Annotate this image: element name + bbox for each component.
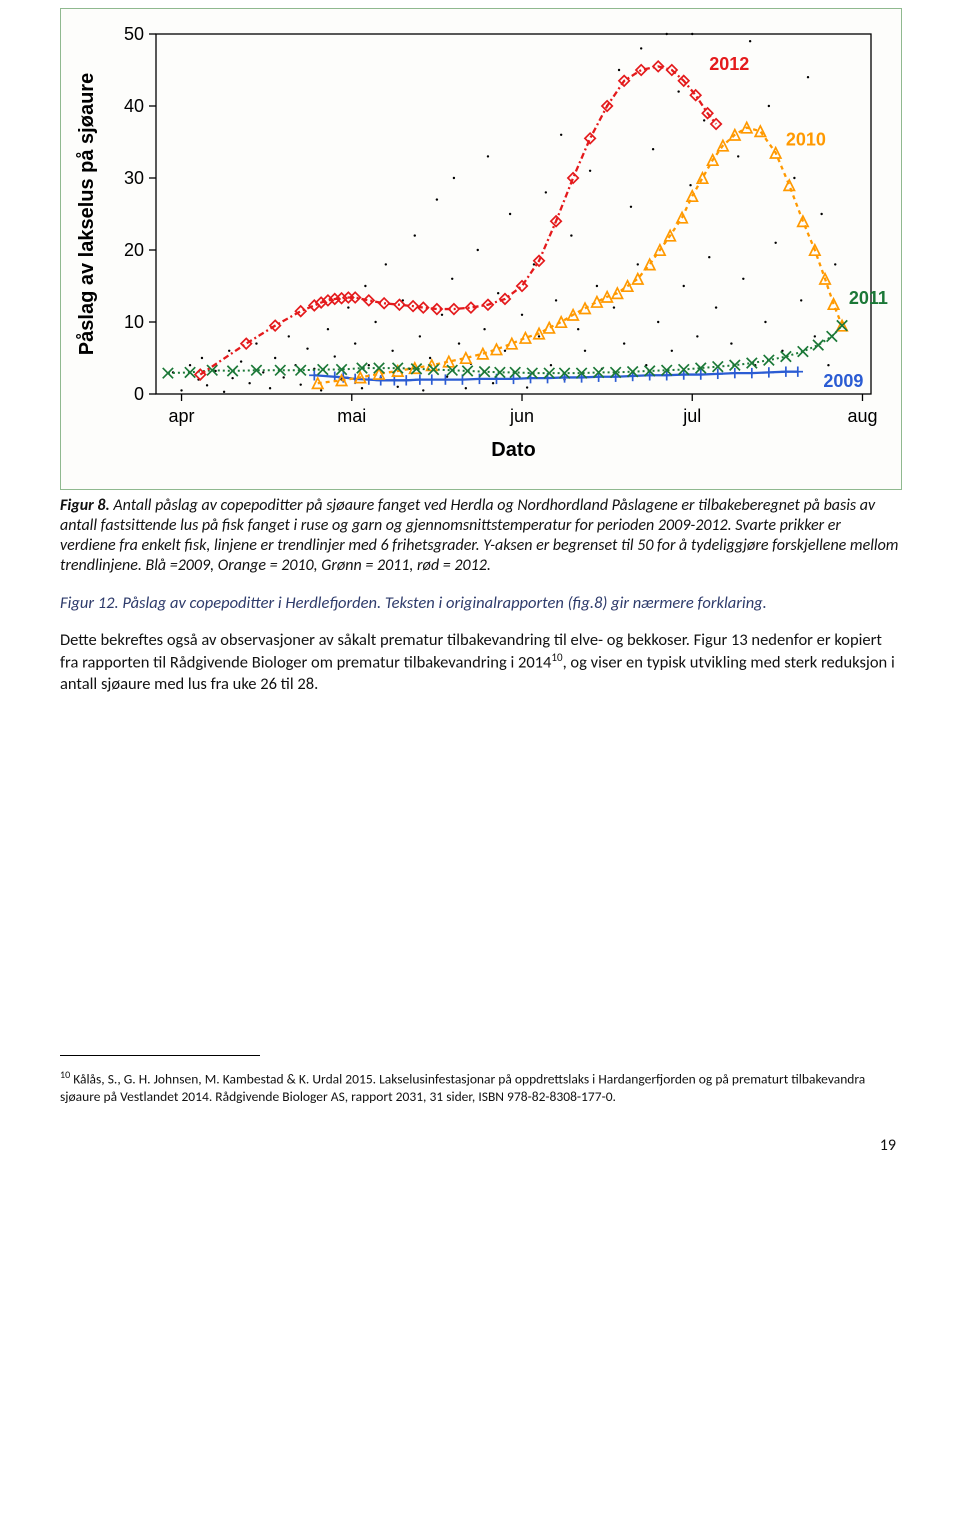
body-paragraph: Dette bekreftes også av observasjoner av… bbox=[60, 630, 900, 695]
svg-text:2012: 2012 bbox=[709, 54, 749, 74]
figure-reference: Figur 12. Påslag av copepoditter i Herdl… bbox=[60, 593, 900, 614]
footnote: 10 Kålås, S., G. H. Johnsen, M. Kambesta… bbox=[60, 1069, 900, 1105]
chart-frame: 0 10 20 30 40 50 apr mai jun jul aug Dato Påslag av … bbox=[60, 8, 902, 490]
footnote-rule bbox=[60, 1055, 260, 1056]
body-superscript: 10 bbox=[551, 651, 562, 664]
svg-text:30: 30 bbox=[124, 168, 144, 188]
caption-lead: Figur 8. bbox=[60, 496, 110, 515]
svg-text:20: 20 bbox=[124, 240, 144, 260]
svg-text:10: 10 bbox=[124, 312, 144, 332]
footnote-marker: 10 bbox=[60, 1068, 70, 1081]
svg-text:jun: jun bbox=[509, 406, 534, 426]
svg-text:Påslag av lakselus på sjøaure: Påslag av lakselus på sjøaure bbox=[75, 73, 98, 355]
svg-text:mai: mai bbox=[337, 406, 366, 426]
caption-text: Antall påslag av copepoditter på sjøaure… bbox=[60, 496, 898, 575]
chart-svg: 0 10 20 30 40 50 apr mai jun jul aug Dato Påslag av … bbox=[61, 9, 901, 489]
page-number: 19 bbox=[60, 1136, 900, 1155]
footnote-text: Kålås, S., G. H. Johnsen, M. Kambestad &… bbox=[60, 1071, 865, 1105]
svg-text:50: 50 bbox=[124, 24, 144, 44]
image-caption: Figur 8. Antall påslag av copepoditter p… bbox=[60, 496, 900, 576]
svg-text:2010: 2010 bbox=[786, 130, 826, 150]
svg-text:40: 40 bbox=[124, 96, 144, 116]
svg-text:jul: jul bbox=[682, 406, 701, 426]
svg-text:apr: apr bbox=[169, 406, 195, 426]
svg-text:2011: 2011 bbox=[849, 288, 888, 308]
svg-text:2009: 2009 bbox=[823, 371, 863, 391]
svg-text:aug: aug bbox=[847, 406, 877, 426]
svg-text:Dato: Dato bbox=[491, 439, 535, 461]
svg-text:0: 0 bbox=[134, 384, 144, 404]
